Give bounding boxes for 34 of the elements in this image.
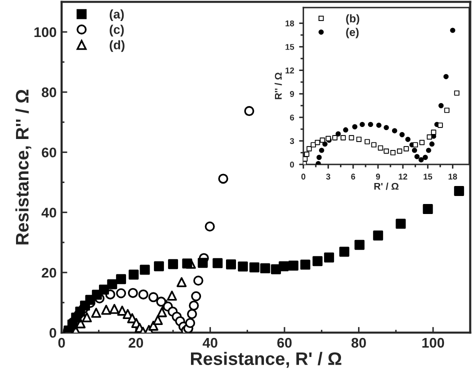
legend-label: (b) [346, 14, 360, 25]
x-tick-label: 6 [351, 174, 356, 180]
x-axis-title: R' / Ω [374, 182, 399, 190]
y-tick-label: 0 [290, 162, 294, 168]
x-tick-label: 80 [351, 338, 366, 348]
y-axis-title: Resistance, R'' / Ω [15, 90, 32, 244]
y-tick-label: 80 [42, 87, 56, 98]
y-tick-label: 18 [286, 20, 294, 26]
y-tick-label: 20 [42, 268, 56, 278]
x-tick-label: 0 [301, 174, 306, 180]
legend-label: (d) [110, 40, 124, 52]
y-tick-label: 100 [34, 27, 56, 38]
x-axis-title: Resistance, R' / Ω [191, 352, 342, 368]
x-tick-label: 0 [58, 338, 65, 348]
y-tick-label: 9 [290, 91, 294, 97]
x-tick-label: 12 [398, 174, 408, 180]
y-tick-label: 60 [42, 148, 56, 158]
x-tick-label: 20 [128, 338, 144, 348]
legend-label: (c) [110, 24, 124, 36]
y-tick-label: 40 [42, 208, 56, 218]
legend-label: (a) [110, 9, 124, 22]
y-tick-label: 12 [286, 68, 294, 74]
x-tick-label: 18 [448, 174, 458, 180]
x-tick-label: 40 [202, 338, 218, 348]
y-tick-label: 15 [286, 44, 294, 50]
y-tick-label: 0 [50, 328, 56, 338]
y-tick-label: 3 [290, 138, 294, 144]
x-tick-label: 3 [326, 174, 330, 180]
y-tick-label: 6 [290, 114, 294, 120]
x-tick-label: 100 [422, 338, 444, 348]
legend-label: (e) [346, 28, 359, 38]
x-tick-label: 9 [376, 174, 380, 180]
y-axis-title: R'' / Ω [274, 72, 282, 100]
x-tick-label: 15 [424, 174, 432, 180]
